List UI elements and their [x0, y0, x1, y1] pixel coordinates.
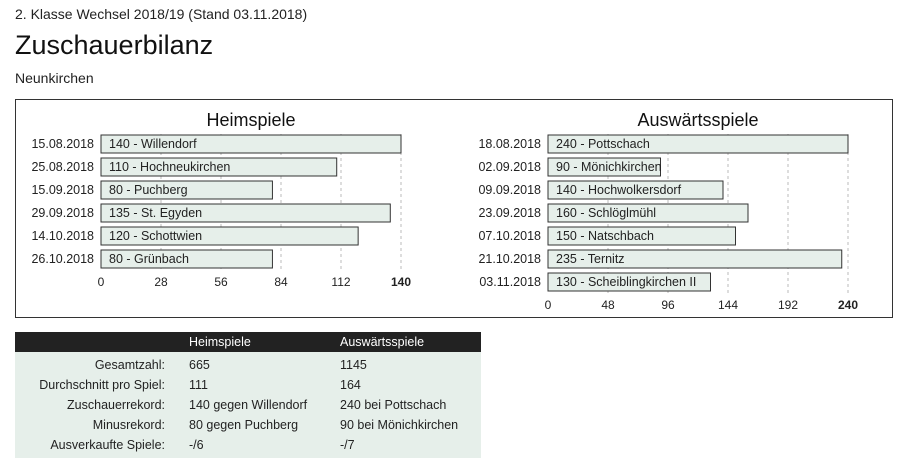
bar: [547, 157, 661, 177]
bar-label: 80 - Puchberg: [109, 183, 188, 197]
page-title: Zuschauerbilanz: [15, 30, 214, 60]
bar-label: 130 - Scheiblingkirchen II: [556, 275, 696, 289]
stats-label: Zuschauerrekord:: [67, 398, 165, 412]
bar-label: 240 - Pottschach: [556, 137, 650, 151]
tick-label: 140: [391, 275, 411, 289]
date-label: 03.11.2018: [479, 275, 541, 289]
tick-label: 48: [601, 298, 615, 312]
bar: [547, 180, 724, 200]
bar: [547, 226, 736, 246]
bar: [547, 272, 711, 292]
tick-label: 28: [154, 275, 168, 289]
stats-label: Durchschnitt pro Spiel:: [39, 378, 165, 392]
stats-home-value: 140 gegen Willendorf: [189, 398, 308, 412]
date-label: 21.10.2018: [478, 252, 541, 266]
stats-away-value: 164: [340, 378, 361, 392]
page-subtitle: 2. Klasse Wechsel 2018/19 (Stand 03.11.2…: [15, 6, 308, 22]
bar: [547, 134, 849, 154]
tick-label: 96: [661, 298, 675, 312]
stats-home-value: 80 gegen Puchberg: [189, 418, 299, 432]
bar: [100, 180, 273, 200]
date-label: 29.09.2018: [31, 206, 94, 220]
stats-away-value: 1145: [340, 358, 367, 372]
bar-label: 110 - Hochneukirchen: [109, 160, 230, 174]
date-label: 25.08.2018: [31, 160, 94, 174]
bar: [547, 203, 749, 223]
stats-label: Minusrekord:: [92, 418, 165, 432]
bar: [100, 226, 359, 246]
date-label: 18.08.2018: [478, 137, 541, 151]
bar-label: 235 - Ternitz: [556, 252, 625, 266]
bar: [100, 249, 273, 269]
date-label: 02.09.2018: [478, 160, 541, 174]
tick-label: 112: [331, 275, 350, 289]
tick-label: 192: [778, 298, 798, 312]
date-label: 15.08.2018: [31, 137, 94, 151]
tick-label: 0: [98, 275, 105, 289]
chart-title: Heimspiele: [206, 110, 295, 130]
bar-label: 160 - Schlöglmühl: [556, 206, 656, 220]
date-label: 15.09.2018: [31, 183, 94, 197]
stats-col-away: Auswärtsspiele: [340, 335, 425, 349]
team-name: Neunkirchen: [15, 70, 94, 86]
charts-frame: [15, 99, 893, 318]
bar-label: 90 - Mönichkirchen: [556, 160, 662, 174]
stats-home-value: 665: [189, 358, 210, 372]
stats-label: Ausverkaufte Spiele:: [50, 438, 165, 452]
tick-label: 240: [838, 298, 858, 312]
bar-label: 120 - Schottwien: [109, 229, 202, 243]
stats-home-value: 111: [189, 378, 209, 392]
stats-away-value: -/7: [340, 438, 355, 452]
bar: [100, 203, 391, 223]
stats-away-value: 90 bei Mönichkirchen: [340, 418, 459, 432]
bar: [547, 249, 843, 269]
date-label: 09.09.2018: [478, 183, 541, 197]
date-label: 14.10.2018: [31, 229, 94, 243]
chart-title: Auswärtsspiele: [637, 110, 758, 130]
date-label: 26.10.2018: [31, 252, 94, 266]
stats-home-value: -/6: [189, 438, 204, 452]
stats-header: [15, 332, 481, 352]
stats-away-value: 240 bei Pottschach: [340, 398, 447, 412]
bar-label: 140 - Hochwolkersdorf: [556, 183, 682, 197]
stats-table: Heimspiele Auswärtsspiele Gesamtzahl: 66…: [15, 332, 481, 458]
bar-label: 135 - St. Egyden: [109, 206, 202, 220]
bar-label: 80 - Grünbach: [109, 252, 189, 266]
bar-label: 150 - Natschbach: [556, 229, 654, 243]
stats-label: Gesamtzahl:: [94, 358, 165, 372]
tick-label: 144: [718, 298, 738, 312]
tick-label: 0: [545, 298, 552, 312]
bar: [100, 157, 338, 177]
tick-label: 56: [214, 275, 228, 289]
date-label: 23.09.2018: [478, 206, 541, 220]
bar: [100, 134, 402, 154]
bar-label: 140 - Willendorf: [109, 137, 197, 151]
date-label: 07.10.2018: [478, 229, 541, 243]
tick-label: 84: [274, 275, 288, 289]
stats-col-home: Heimspiele: [189, 335, 251, 349]
